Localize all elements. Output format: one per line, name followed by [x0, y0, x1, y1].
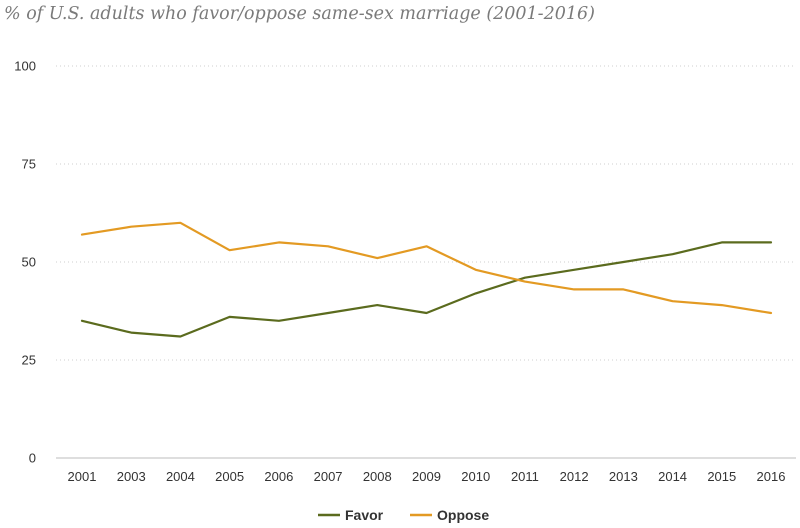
y-tick-label: 100	[14, 59, 36, 74]
x-tick-label: 2012	[560, 469, 589, 484]
legend-label-favor: Favor	[345, 507, 384, 523]
x-tick-label: 2015	[707, 469, 736, 484]
x-tick-label: 2003	[117, 469, 146, 484]
x-tick-label: 2004	[166, 469, 195, 484]
legend-label-oppose: Oppose	[437, 507, 489, 523]
x-tick-label: 2001	[68, 469, 97, 484]
y-tick-label: 25	[22, 353, 36, 368]
x-tick-label: 2005	[215, 469, 244, 484]
x-tick-label: 2011	[511, 469, 539, 484]
x-tick-label: 2007	[314, 469, 343, 484]
series-lines	[80, 221, 773, 338]
x-tick-label: 2014	[658, 469, 687, 484]
x-tick-label: 2013	[609, 469, 638, 484]
legend: Favor Oppose	[318, 507, 489, 523]
y-axis-ticks: 0 25 50 75 100	[14, 59, 36, 466]
x-tick-label: 2016	[757, 469, 786, 484]
y-tick-label: 50	[22, 255, 36, 270]
x-tick-label: 2009	[412, 469, 441, 484]
y-tick-label: 0	[29, 451, 36, 466]
chart-title: % of U.S. adults who favor/oppose same-s…	[4, 4, 595, 24]
x-axis-ticks: 2001 2003 2004 2005 2006 2007 2008 2009 2010 2011…	[68, 469, 786, 484]
series-line-oppose	[80, 221, 773, 315]
grid-lines	[56, 65, 796, 459]
y-tick-label: 75	[22, 157, 36, 172]
series-line-favor	[80, 241, 773, 338]
x-tick-label: 2008	[363, 469, 392, 484]
x-tick-label: 2006	[264, 469, 293, 484]
x-tick-label: 2010	[461, 469, 490, 484]
